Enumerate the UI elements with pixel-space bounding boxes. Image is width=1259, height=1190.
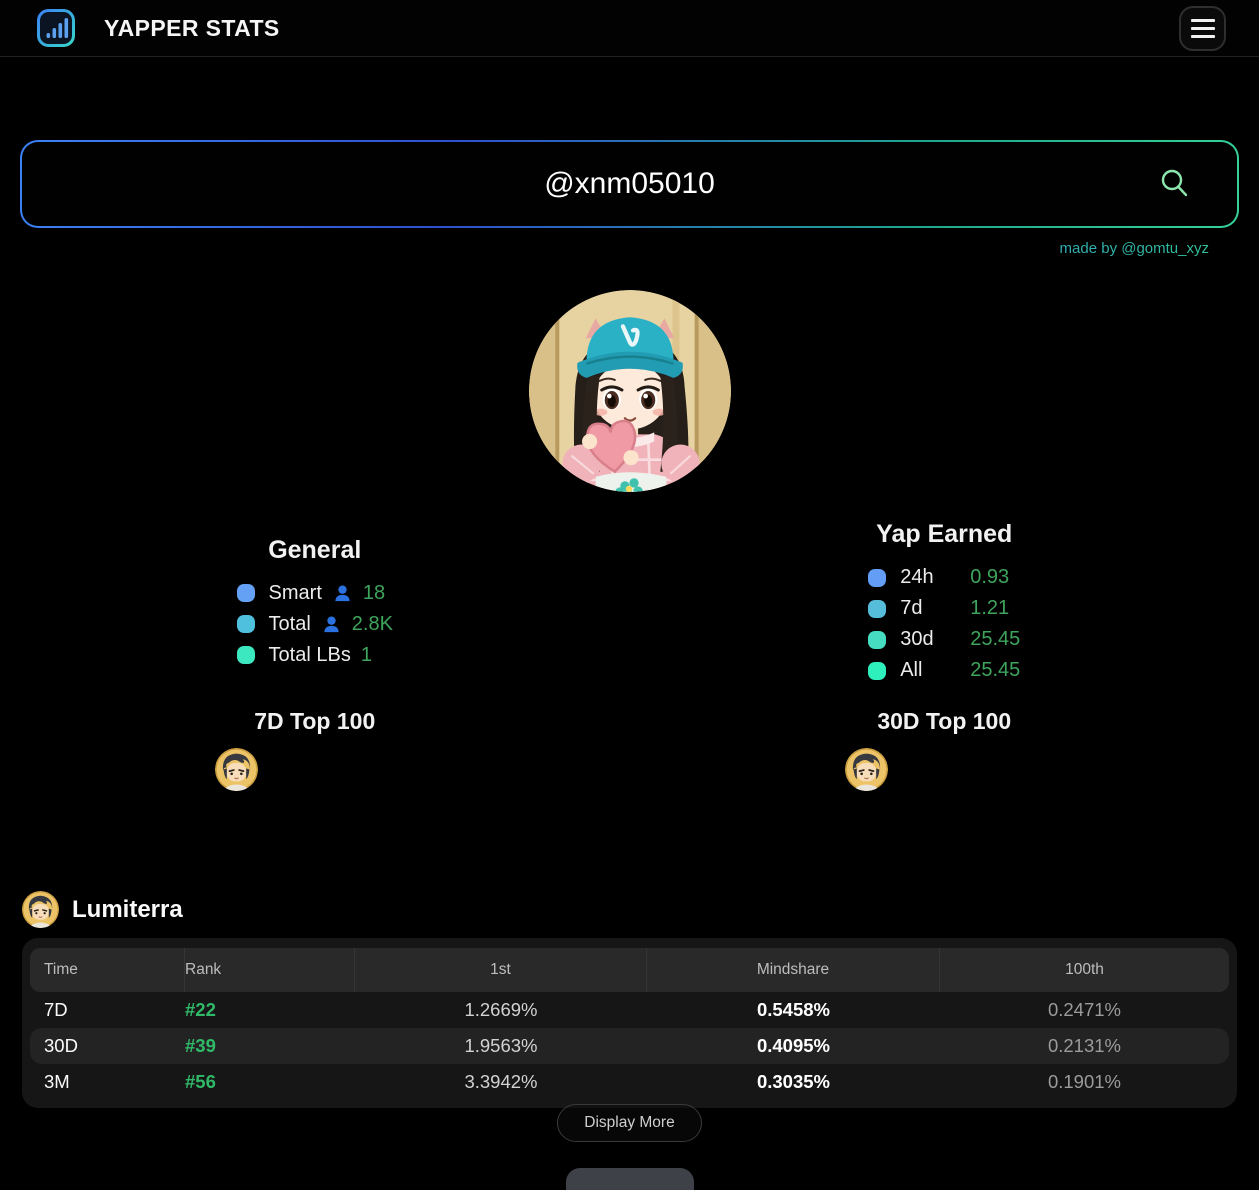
- stat-row-24h: 24h 0.93: [868, 562, 1020, 593]
- top100-7d-avatar[interactable]: [215, 748, 258, 791]
- cell-mindshare: 0.3035%: [647, 1071, 940, 1093]
- cell-rank: #39: [185, 1035, 355, 1057]
- col-rank: Rank: [185, 948, 355, 992]
- stat-bullet: [868, 600, 886, 618]
- stat-label: 24h: [900, 566, 970, 589]
- col-time: Time: [30, 948, 185, 992]
- top100-30d-title: 30D Top 100: [630, 708, 1259, 735]
- app-title: YAPPER STATS: [104, 15, 280, 42]
- stat-value: 2.8K: [352, 613, 393, 636]
- credit-link[interactable]: made by @gomtu_xyz: [20, 240, 1209, 257]
- stat-value: 1: [361, 644, 372, 667]
- top100-30d-avatar[interactable]: [845, 748, 888, 791]
- hamburger-menu-icon: [1191, 19, 1215, 22]
- col-1st: 1st: [355, 948, 647, 992]
- app-header: YAPPER STATS: [0, 0, 1259, 57]
- search-input[interactable]: [22, 142, 1237, 226]
- cell-100th: 0.1901%: [940, 1071, 1229, 1093]
- stat-row-7d: 7d 1.21: [868, 593, 1020, 624]
- cell-time: 3M: [30, 1071, 185, 1093]
- stat-bullet: [237, 646, 255, 664]
- project-avatar: [22, 891, 59, 928]
- cell-1st: 3.3942%: [355, 1071, 647, 1093]
- person-icon: [332, 583, 353, 604]
- profile-section: [0, 290, 1259, 492]
- top100-7d: 7D Top 100: [0, 708, 630, 791]
- stat-row-smart: Smart 18: [237, 578, 393, 609]
- stat-label: Total: [269, 613, 311, 636]
- table-row-30d: 30D #39 1.9563% 0.4095% 0.2131%: [30, 1028, 1229, 1064]
- general-stats: General Smart 18 Total 2.8K: [0, 536, 630, 671]
- yap-earned-title: Yap Earned: [876, 520, 1012, 549]
- cell-100th: 0.2131%: [940, 1035, 1229, 1057]
- search-box: [20, 140, 1239, 228]
- general-title: General: [268, 536, 361, 565]
- display-more-button[interactable]: Display More: [557, 1104, 701, 1142]
- stat-label: All: [900, 659, 970, 682]
- person-icon: [321, 614, 342, 635]
- stat-bullet: [868, 662, 886, 680]
- project-header[interactable]: Lumiterra: [22, 891, 1259, 928]
- stat-value: 18: [363, 582, 385, 605]
- table-row-3m: 3M #56 3.3942% 0.3035% 0.1901%: [30, 1064, 1229, 1100]
- project-name: Lumiterra: [72, 896, 183, 924]
- col-mindshare: Mindshare: [647, 948, 940, 992]
- yap-earned-stats: Yap Earned 24h 0.93 7d 1.21 30d 25.45 Al…: [630, 520, 1259, 686]
- table-row-7d: 7D #22 1.2669% 0.5458% 0.2471%: [30, 992, 1229, 1028]
- stat-label: Smart: [269, 582, 322, 605]
- stat-bullet: [868, 569, 886, 587]
- search-section: made by @gomtu_xyz: [20, 140, 1239, 257]
- search-icon: [1157, 166, 1193, 202]
- stat-label: 7d: [900, 597, 970, 620]
- stat-bullet: [237, 615, 255, 633]
- partial-bottom-button[interactable]: [566, 1168, 694, 1190]
- hamburger-menu-button[interactable]: [1179, 6, 1226, 51]
- top100-section: 7D Top 100 30D T: [0, 708, 1259, 791]
- cell-time: 7D: [30, 999, 185, 1021]
- cell-mindshare: 0.5458%: [647, 999, 940, 1021]
- stat-value: 1.21: [970, 597, 1009, 620]
- stat-label: 30d: [900, 628, 970, 651]
- cell-rank: #22: [185, 999, 355, 1021]
- stat-value: 25.45: [970, 659, 1020, 682]
- table-header-row: Time Rank 1st Mindshare 100th: [30, 948, 1229, 992]
- stat-row-all: All 25.45: [868, 655, 1020, 686]
- stat-row-total: Total 2.8K: [237, 609, 393, 640]
- cell-1st: 1.9563%: [355, 1035, 647, 1057]
- stats-section: General Smart 18 Total 2.8K: [0, 520, 1259, 686]
- stat-label: Total LBs: [269, 644, 351, 667]
- stat-bullet: [868, 631, 886, 649]
- stats-table-card: Time Rank 1st Mindshare 100th 7D #22 1.2…: [22, 938, 1237, 1108]
- top100-30d: 30D Top 100: [630, 708, 1259, 791]
- cell-rank: #56: [185, 1071, 355, 1093]
- search-button[interactable]: [1157, 166, 1193, 202]
- cell-time: 30D: [30, 1035, 185, 1057]
- col-100th: 100th: [940, 948, 1229, 992]
- top100-7d-title: 7D Top 100: [0, 708, 630, 735]
- stat-row-total-lbs: Total LBs 1: [237, 640, 393, 671]
- stat-row-30d: 30d 25.45: [868, 624, 1020, 655]
- cell-1st: 1.2669%: [355, 999, 647, 1021]
- stat-value: 0.93: [970, 566, 1009, 589]
- stat-value: 25.45: [970, 628, 1020, 651]
- profile-avatar: [529, 290, 731, 492]
- bar-chart-logo-icon: [36, 8, 76, 48]
- cell-100th: 0.2471%: [940, 999, 1229, 1021]
- cell-mindshare: 0.4095%: [647, 1035, 940, 1057]
- stat-bullet: [237, 584, 255, 602]
